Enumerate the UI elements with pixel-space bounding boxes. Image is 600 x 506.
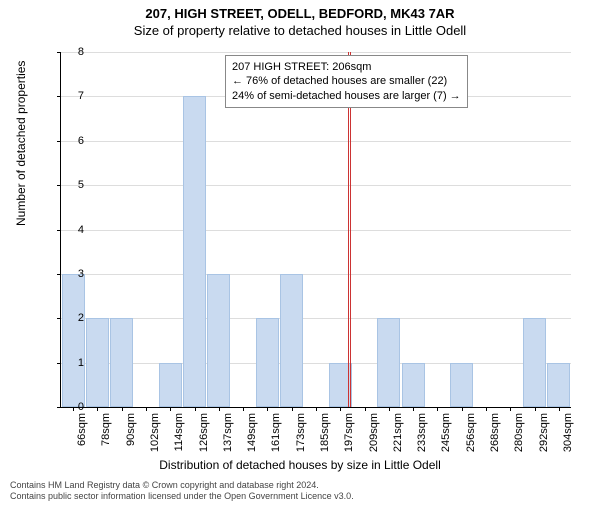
xtick-label: 245sqm [440, 413, 452, 452]
xtick-label: 185sqm [319, 413, 331, 452]
chart-title-line1: 207, HIGH STREET, ODELL, BEDFORD, MK43 7… [0, 6, 600, 21]
xtick-mark [316, 407, 317, 411]
ytick-label: 4 [64, 224, 84, 236]
ytick-label: 8 [64, 46, 84, 58]
ytick-label: 0 [64, 401, 84, 413]
ytick-mark [57, 318, 61, 319]
xtick-mark [122, 407, 123, 411]
ytick-label: 6 [64, 135, 84, 147]
xtick-mark [243, 407, 244, 411]
xtick-mark [559, 407, 560, 411]
chart-container: 207, HIGH STREET, ODELL, BEDFORD, MK43 7… [0, 6, 600, 506]
xtick-mark [389, 407, 390, 411]
bar [86, 318, 109, 407]
ytick-label: 3 [64, 268, 84, 280]
xtick-label: 268sqm [489, 413, 501, 452]
ytick-mark [57, 230, 61, 231]
xtick-mark [267, 407, 268, 411]
footer-line2: Contains public sector information licen… [10, 491, 354, 502]
gridline [61, 52, 571, 53]
xtick-mark [219, 407, 220, 411]
x-axis-label: Distribution of detached houses by size … [0, 458, 600, 472]
xtick-mark [340, 407, 341, 411]
bar [159, 363, 182, 407]
ytick-mark [57, 363, 61, 364]
xtick-label: 137sqm [222, 413, 234, 452]
xtick-label: 78sqm [100, 413, 112, 446]
infobox-line2: ← 76% of detached houses are smaller (22… [232, 74, 461, 88]
xtick-mark [146, 407, 147, 411]
xtick-label: 292sqm [538, 413, 550, 452]
bar [402, 363, 425, 407]
xtick-mark [292, 407, 293, 411]
footer: Contains HM Land Registry data © Crown c… [10, 480, 354, 502]
infobox-line1: 207 HIGH STREET: 206sqm [232, 60, 461, 74]
xtick-mark [510, 407, 511, 411]
xtick-label: 149sqm [246, 413, 258, 452]
xtick-label: 66sqm [76, 413, 88, 446]
ytick-label: 5 [64, 179, 84, 191]
chart-area: 207 HIGH STREET: 206sqm ← 76% of detache… [60, 52, 570, 407]
gridline [61, 274, 571, 275]
xtick-label: 256sqm [465, 413, 477, 452]
bar [62, 274, 85, 407]
xtick-label: 161sqm [270, 413, 282, 452]
xtick-mark [437, 407, 438, 411]
xtick-label: 173sqm [295, 413, 307, 452]
xtick-label: 209sqm [368, 413, 380, 452]
xtick-label: 126sqm [198, 413, 210, 452]
xtick-mark [535, 407, 536, 411]
xtick-mark [365, 407, 366, 411]
ytick-mark [57, 274, 61, 275]
xtick-label: 90sqm [125, 413, 137, 446]
xtick-label: 102sqm [149, 413, 161, 452]
ytick-mark [57, 52, 61, 53]
info-box: 207 HIGH STREET: 206sqm ← 76% of detache… [225, 55, 468, 108]
gridline [61, 141, 571, 142]
ytick-label: 7 [64, 90, 84, 102]
chart-title-line2: Size of property relative to detached ho… [0, 23, 600, 38]
xtick-mark [170, 407, 171, 411]
y-axis-label: Number of detached properties [14, 61, 28, 226]
gridline [61, 230, 571, 231]
xtick-mark [413, 407, 414, 411]
gridline [61, 363, 571, 364]
bar [183, 96, 206, 407]
bar [523, 318, 546, 407]
ytick-mark [57, 141, 61, 142]
xtick-label: 280sqm [513, 413, 525, 452]
footer-line1: Contains HM Land Registry data © Crown c… [10, 480, 354, 491]
xtick-label: 233sqm [416, 413, 428, 452]
ytick-mark [57, 407, 61, 408]
bar [280, 274, 303, 407]
xtick-label: 114sqm [173, 413, 185, 451]
ytick-mark [57, 185, 61, 186]
xtick-mark [195, 407, 196, 411]
bar [256, 318, 279, 407]
bar [110, 318, 133, 407]
ytick-mark [57, 96, 61, 97]
xtick-label: 197sqm [343, 413, 355, 452]
bar [450, 363, 473, 407]
bar [547, 363, 570, 407]
gridline [61, 318, 571, 319]
xtick-mark [486, 407, 487, 411]
ytick-label: 2 [64, 312, 84, 324]
xtick-label: 221sqm [392, 413, 404, 452]
infobox-line3: 24% of semi-detached houses are larger (… [232, 89, 461, 103]
xtick-label: 304sqm [562, 413, 574, 452]
xtick-mark [462, 407, 463, 411]
gridline [61, 185, 571, 186]
xtick-mark [97, 407, 98, 411]
bar [377, 318, 400, 407]
ytick-label: 1 [64, 357, 84, 369]
bar [207, 274, 230, 407]
